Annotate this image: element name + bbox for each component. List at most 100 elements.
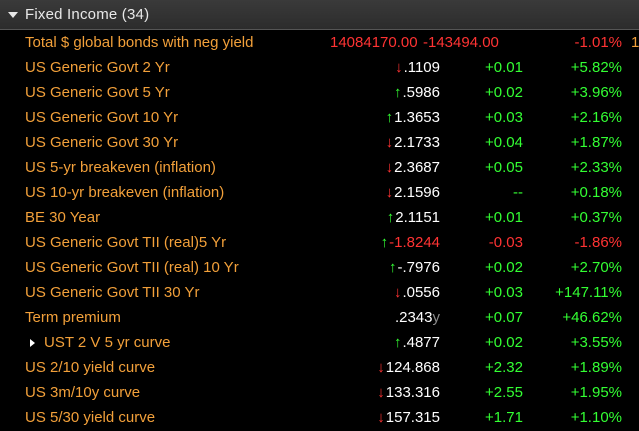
security-name: US Generic Govt TII (real)5 Yr <box>25 234 227 251</box>
section-header[interactable]: Fixed Income (34) <box>0 0 639 30</box>
table-row[interactable]: US 3m/10y curve ↓133.316 +2.55 +1.95% <box>0 380 639 405</box>
last-value: .2343y <box>394 309 441 326</box>
last-value: ↓2.1733 <box>385 134 440 151</box>
percent-change: +3.55% <box>570 334 622 351</box>
up-arrow-icon: ↑ <box>380 234 389 251</box>
table-row[interactable]: US 5/30 yield curve ↓157.315 +1.71 +1.10… <box>0 405 639 430</box>
percent-change: -1.86% <box>574 234 622 251</box>
net-change: -143494.00 <box>423 34 499 51</box>
security-name: BE 30 Year <box>25 209 101 226</box>
table-row[interactable]: Total $ global bonds with neg yield 1408… <box>0 30 639 55</box>
percent-change: +3.96% <box>570 84 622 101</box>
last-value: ↑2.1151 <box>386 209 440 226</box>
net-change: -0.03 <box>488 234 523 251</box>
percent-change: +2.33% <box>570 159 622 176</box>
table-row[interactable]: US Generic Govt TII 30 Yr ↓.0556 +0.03 +… <box>0 280 639 305</box>
table-row[interactable]: US Generic Govt 30 Yr ↓2.1733 +0.04 +1.8… <box>0 130 639 155</box>
net-change: +0.05 <box>485 159 523 176</box>
last-value: ↑.4877 <box>393 334 440 351</box>
last-value: ↑1.3653 <box>385 109 440 126</box>
last-value: ↓2.3687 <box>385 159 440 176</box>
security-name: US 5/30 yield curve <box>25 409 156 426</box>
last-value: ↑.5986 <box>393 84 440 101</box>
security-name: Term premium <box>25 309 121 326</box>
table-row[interactable]: UST 2 V 5 yr curve ↑.4877 +0.02 +3.55% <box>0 330 639 355</box>
security-name: US 2/10 yield curve <box>25 359 156 376</box>
percent-change: -1.01% <box>574 34 622 51</box>
net-change: +0.01 <box>485 209 523 226</box>
table-row[interactable]: US 2/10 yield curve ↓124.868 +2.32 +1.89… <box>0 355 639 380</box>
up-arrow-icon: ↑ <box>393 84 402 101</box>
security-name: Total $ global bonds with neg yield <box>25 34 254 51</box>
table-row[interactable]: US 10-yr breakeven (inflation) ↓2.1596 -… <box>0 180 639 205</box>
security-name: US 3m/10y curve <box>25 384 141 401</box>
collapse-triangle-icon[interactable] <box>8 11 18 18</box>
section-title: Fixed Income (34) <box>25 6 150 23</box>
net-change: +1.71 <box>485 409 523 426</box>
table-row[interactable]: US Generic Govt TII (real)5 Yr ↑-1.8244 … <box>0 230 639 255</box>
security-name: US Generic Govt 5 Yr <box>25 84 170 101</box>
percent-change: +46.62% <box>562 309 622 326</box>
down-arrow-icon: ↓ <box>385 159 394 176</box>
security-name: US Generic Govt 30 Yr <box>25 134 179 151</box>
security-name: US Generic Govt TII (real) 10 Yr <box>25 259 239 276</box>
percent-change: +147.11% <box>555 284 622 301</box>
net-change: -- <box>513 184 523 201</box>
last-value: 14084170.00 <box>330 34 418 51</box>
down-arrow-icon: ↓ <box>395 59 403 76</box>
net-change: +2.32 <box>485 359 523 376</box>
percent-change: +2.16% <box>570 109 622 126</box>
net-change: +0.04 <box>485 134 523 151</box>
down-arrow-icon: ↓ <box>385 184 394 201</box>
down-arrow-icon: ↓ <box>377 409 385 426</box>
last-value: ↑-1.8244 <box>380 234 440 251</box>
security-name: US 5-yr breakeven (inflation) <box>25 159 216 176</box>
net-change: +2.55 <box>485 384 523 401</box>
security-list: Total $ global bonds with neg yield 1408… <box>0 30 639 430</box>
net-change: +0.03 <box>485 284 523 301</box>
last-value: ↓.1109 <box>395 59 440 76</box>
expand-triangle-icon[interactable] <box>30 339 35 347</box>
percent-change: +5.82% <box>570 59 622 76</box>
down-arrow-icon: ↓ <box>377 359 385 376</box>
last-value: ↑-.7976 <box>388 259 440 276</box>
down-arrow-icon: ↓ <box>385 134 394 151</box>
last-value: ↓2.1596 <box>385 184 440 201</box>
table-row[interactable]: BE 30 Year ↑2.1151 +0.01 +0.37% <box>0 205 639 230</box>
security-name: US Generic Govt TII 30 Yr <box>25 284 200 301</box>
last-value: ↓133.316 <box>377 384 440 401</box>
net-change: +0.02 <box>485 84 523 101</box>
up-arrow-icon: ↑ <box>393 334 402 351</box>
last-value: ↓124.868 <box>377 359 440 376</box>
table-row[interactable]: US Generic Govt TII (real) 10 Yr ↑-.7976… <box>0 255 639 280</box>
percent-change: +0.18% <box>570 184 622 201</box>
table-row[interactable]: US 5-yr breakeven (inflation) ↓2.3687 +0… <box>0 155 639 180</box>
percent-change: +1.89% <box>570 359 622 376</box>
percent-change: +2.70% <box>570 259 622 276</box>
table-row[interactable]: US Generic Govt 5 Yr ↑.5986 +0.02 +3.96% <box>0 80 639 105</box>
table-row[interactable]: Term premium .2343y +0.07 +46.62% <box>0 305 639 330</box>
percent-change: +1.95% <box>570 384 622 401</box>
net-change: +0.02 <box>485 334 523 351</box>
last-value: ↓157.315 <box>377 409 440 426</box>
net-change: +0.01 <box>485 59 523 76</box>
security-name: US Generic Govt 10 Yr <box>25 109 179 126</box>
net-change: +0.07 <box>485 309 523 326</box>
percent-change: +1.10% <box>570 409 622 426</box>
down-arrow-icon: ↓ <box>393 284 402 301</box>
security-name: UST 2 V 5 yr curve <box>44 334 171 351</box>
percent-change: +0.37% <box>570 209 622 226</box>
table-row[interactable]: US Generic Govt 2 Yr ↓.1109 +0.01 +5.82% <box>0 55 639 80</box>
up-arrow-icon: ↑ <box>388 259 397 276</box>
net-change: +0.02 <box>485 259 523 276</box>
net-change: +0.03 <box>485 109 523 126</box>
table-row[interactable]: US Generic Govt 10 Yr ↑1.3653 +0.03 +2.1… <box>0 105 639 130</box>
truncated-column-value: 1 <box>631 34 639 51</box>
percent-change: +1.87% <box>570 134 622 151</box>
up-arrow-icon: ↑ <box>386 209 395 226</box>
stale-flag: y <box>432 309 441 326</box>
down-arrow-icon: ↓ <box>377 384 385 401</box>
last-value: ↓.0556 <box>393 284 440 301</box>
security-name: US 10-yr breakeven (inflation) <box>25 184 225 201</box>
